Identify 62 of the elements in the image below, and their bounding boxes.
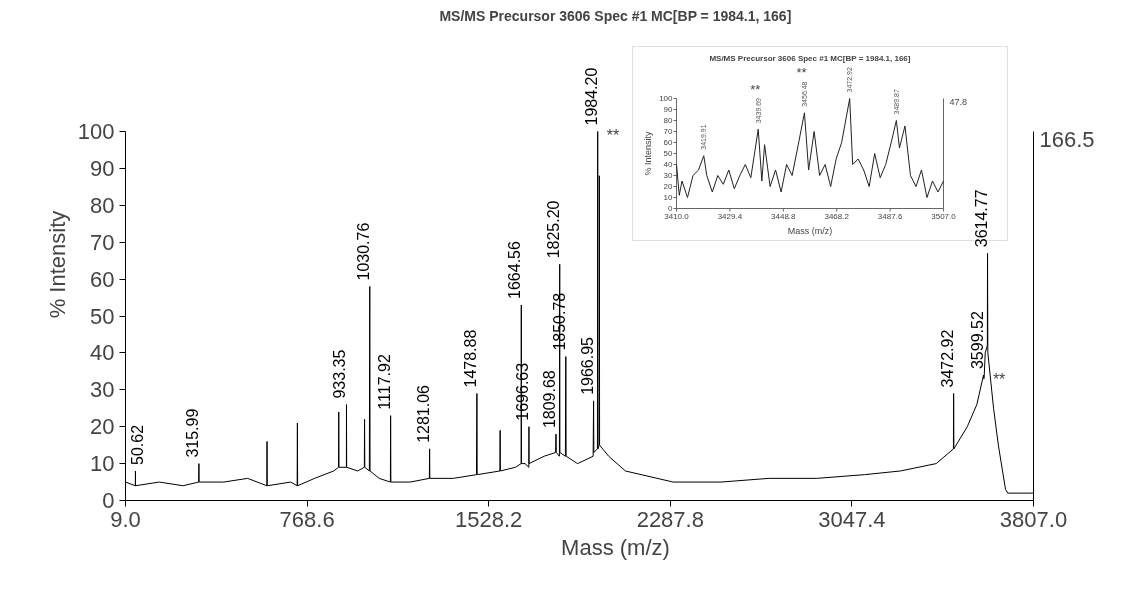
annotation: 1966.95 [578,336,596,395]
annotation: 933.35 [331,349,349,399]
chart-title: MS/MS Precursor 3606 Spec #1 MC[BP = 1984.1, 166] [439,7,792,24]
annotation: ** [606,127,620,144]
x-axis-title: Mass (m/z) [787,225,833,236]
y-tick-label: 40 [663,160,674,169]
x-tick-label: 1528.2 [455,506,523,532]
y-tick-label: 40 [90,340,115,366]
annotation: 1850.78 [550,292,568,351]
y-tick-label: 20 [90,414,115,440]
y-tick-label: 50 [90,303,115,329]
annotation: 1478.88 [461,329,479,388]
x-tick-label: 3410.0 [664,211,690,221]
y-tick-label: 100 [659,94,674,103]
y-tick-label: 70 [90,229,115,255]
annotation: 3472.92 [938,329,956,388]
y-tick-label: 0 [102,488,115,513]
y-tick-label: 60 [663,138,674,147]
y-tick-label: 80 [663,116,674,125]
x-tick-label: 3487.6 [877,211,903,221]
x-tick-label: 3047.4 [818,506,886,532]
chart-title: MS/MS Precursor 3606 Spec #1 MC[BP = 1984.1, 166] [709,54,911,63]
x-tick-label: 3429.4 [717,211,743,221]
y-tick-label: 90 [90,155,115,181]
annotation: 1117.92 [375,354,393,410]
annotation: 1809.68 [540,370,558,429]
x-axis-title: Mass (m/z) [561,534,670,560]
y-tick-label: 10 [90,451,115,477]
x-tick-label: 768.6 [279,506,335,532]
y-tick-label: 100 [77,119,115,144]
y-tick-label: 50 [663,149,674,158]
y-tick-label: 20 [663,182,674,191]
y-axis-title: % Intensity [44,210,70,319]
annotation: ** [796,65,807,81]
x-tick-label: 3807.0 [999,506,1068,532]
y-tick-label: 30 [90,377,115,403]
y-tick-label: 70 [663,127,674,136]
text: 47.8 [949,96,968,107]
y-tick-label: 10 [663,193,674,202]
annotation: 3599.52 [968,311,986,370]
annotation: 3614.77 [972,189,990,248]
x-tick-label: 3507.0 [931,211,957,221]
y-tick-label: 90 [663,105,674,114]
y-tick-label: 80 [90,192,115,218]
annotation: 315.99 [183,408,201,458]
y-tick-label: 30 [663,171,674,180]
x-tick-label: 2287.8 [636,506,704,532]
annotation: ** [750,81,761,97]
x-tick-label: 3448.8 [771,211,797,221]
annotation: 1825.20 [544,200,562,259]
annotation: 1030.76 [354,222,372,281]
annotation: 1664.56 [506,240,524,299]
y-axis-title: % Intensity [642,130,653,176]
annotation: 1984.20 [582,67,600,126]
annotation: 1696.63 [513,362,531,421]
annotation: ** [992,370,1006,388]
y-tick-label: 60 [90,266,115,292]
x-tick-label: 3468.2 [824,211,850,221]
text: 166.5 [1039,126,1095,152]
annotation: 1281.06 [414,384,432,443]
annotation: 50.62 [129,424,147,465]
y-tick-label: 0 [668,204,674,213]
